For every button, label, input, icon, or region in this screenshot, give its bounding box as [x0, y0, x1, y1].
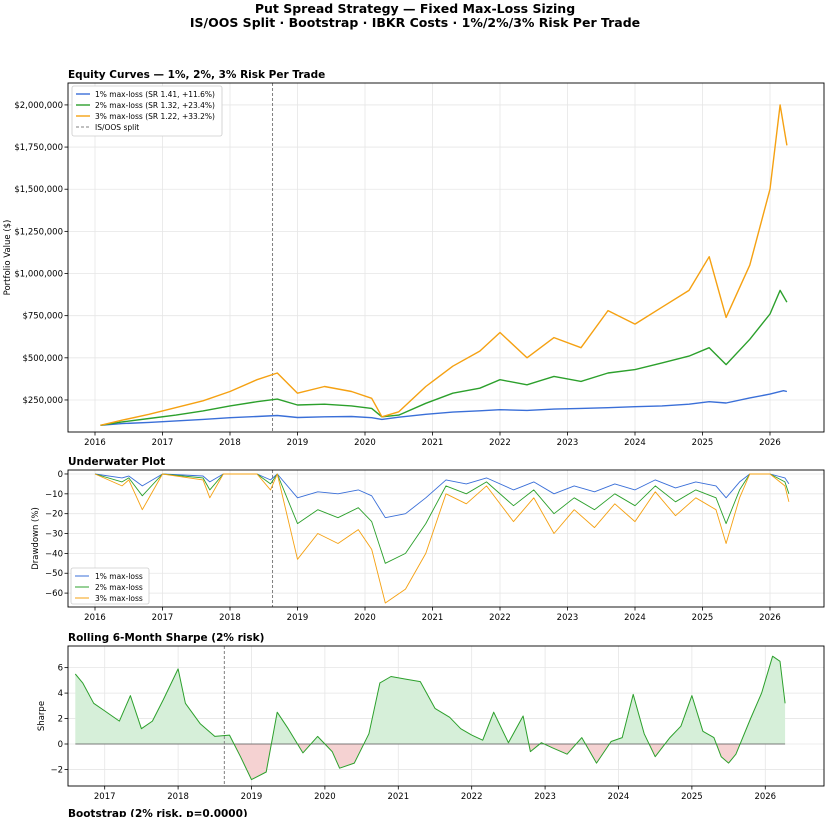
suptitle-line-2: IS/OOS Split · Bootstrap · IBKR Costs · … — [189, 15, 641, 30]
x-tick-label: 2016 — [84, 438, 106, 448]
series-line — [100, 104, 788, 426]
x-tick-label: 2018 — [219, 613, 241, 623]
y-tick-label: $2,000,000 — [14, 101, 63, 111]
x-tick-label: 2022 — [461, 792, 483, 802]
y-axis-label: Portfolio Value ($) — [3, 220, 13, 296]
x-tick-label: 2026 — [759, 613, 781, 623]
y-tick-label: −60 — [45, 589, 63, 599]
x-tick-label: 2024 — [624, 613, 646, 623]
x-tick-label: 2023 — [557, 438, 579, 448]
panel-title: Rolling 6-Month Sharpe (2% risk) — [68, 632, 264, 644]
legend-label: 1% max-loss — [95, 572, 143, 581]
negative-sharpe-fill — [75, 744, 786, 780]
y-tick-label: $750,000 — [22, 312, 63, 322]
y-tick-label: −40 — [45, 549, 63, 559]
x-tick-label: 2019 — [287, 438, 309, 448]
y-tick-label: −10 — [45, 490, 63, 500]
x-tick-label: 2022 — [489, 613, 511, 623]
x-tick-label: 2026 — [754, 792, 776, 802]
y-tick-label: $1,000,000 — [14, 270, 63, 280]
legend-label: 2% max-loss (SR 1.32, +23.4%) — [95, 101, 215, 110]
panel-3: Rolling 6-Month Sharpe (2% risk) 2017 2018… — [37, 632, 825, 802]
x-tick-label: 2017 — [94, 792, 116, 802]
x-tick-label: 2017 — [152, 438, 174, 448]
y-tick-label: 6 — [58, 664, 63, 674]
panel-title: Underwater Plot — [68, 456, 165, 468]
series-line — [94, 473, 790, 519]
legend-label: 3% max-loss (SR 1.22, +33.2%) — [95, 112, 215, 121]
legend-label: 1% max-loss (SR 1.41, +11.6%) — [95, 90, 215, 99]
legend-box — [71, 85, 223, 137]
x-tick-label: 2023 — [557, 613, 579, 623]
x-tick-label: 2020 — [314, 792, 336, 802]
x-tick-label: 2025 — [681, 792, 703, 802]
series-line — [74, 655, 786, 781]
y-tick-label: −30 — [45, 530, 63, 540]
x-tick-label: 2017 — [152, 613, 174, 623]
y-tick-label: $1,250,000 — [14, 227, 63, 237]
legend: 1% max-loss 2% max-loss 3% max-loss — [70, 567, 150, 605]
x-tick-label: 2019 — [241, 792, 263, 802]
x-tick-label: 2021 — [387, 792, 409, 802]
y-tick-label: 4 — [58, 689, 63, 699]
series-line — [100, 289, 788, 426]
panel-title-bootstrap: Bootstrap (2% risk, p=0.0000) — [68, 808, 248, 817]
x-tick-label: 2021 — [422, 613, 444, 623]
x-tick-label: 2024 — [624, 438, 646, 448]
legend-label: IS/OOS split — [95, 123, 139, 132]
x-tick-label: 2025 — [692, 613, 714, 623]
suptitle-line-1: Put Spread Strategy — Fixed Max-Loss Siz… — [254, 1, 576, 16]
y-tick-label: $500,000 — [22, 354, 63, 364]
x-tick-label: 2025 — [692, 438, 714, 448]
y-tick-label: $250,000 — [22, 396, 63, 406]
x-tick-label: 2020 — [354, 613, 376, 623]
x-tick-label: 2018 — [167, 792, 189, 802]
panel-1: Equity Curves — 1%, 2%, 3% Risk Per Trad… — [3, 69, 825, 448]
x-tick-label: 2018 — [219, 438, 241, 448]
y-axis-label: Sharpe — [37, 701, 47, 731]
y-tick-label: $1,500,000 — [14, 185, 63, 195]
y-tick-label: 0 — [58, 740, 63, 750]
legend: 1% max-loss (SR 1.41, +11.6%) 2% max-loss… — [71, 85, 223, 137]
axes-frame — [67, 645, 825, 787]
axes-frame — [67, 82, 825, 433]
axes-frame — [67, 469, 825, 608]
y-tick-label: −20 — [45, 510, 63, 520]
x-tick-label: 2024 — [608, 792, 630, 802]
x-tick-label: 2016 — [84, 613, 106, 623]
y-tick-label: −50 — [45, 569, 63, 579]
series-line — [94, 473, 790, 604]
panel-2: Underwater Plot 2016 2017 2018 2019 2020 2021 2… — [31, 456, 825, 623]
x-tick-label: 2020 — [354, 438, 376, 448]
legend-label: 3% max-loss — [95, 594, 143, 603]
x-tick-label: 2022 — [489, 438, 511, 448]
panel-title: Equity Curves — 1%, 2%, 3% Risk Per Trad… — [68, 69, 325, 81]
legend-box — [70, 567, 150, 605]
x-tick-label: 2023 — [534, 792, 556, 802]
series-line — [94, 473, 790, 564]
y-tick-label: −2 — [50, 765, 63, 775]
series-line — [100, 390, 788, 426]
y-axis-label: Drawdown (%) — [31, 507, 41, 570]
legend-label: 2% max-loss — [95, 583, 143, 592]
y-tick-label: 0 — [58, 470, 63, 480]
x-tick-label: 2021 — [422, 438, 444, 448]
y-tick-label: 2 — [58, 715, 63, 725]
x-tick-label: 2019 — [287, 613, 309, 623]
figure-suptitle: Put Spread Strategy — Fixed Max-Loss Siz… — [0, 2, 830, 30]
x-tick-label: 2026 — [759, 438, 781, 448]
y-tick-label: $1,750,000 — [14, 143, 63, 153]
